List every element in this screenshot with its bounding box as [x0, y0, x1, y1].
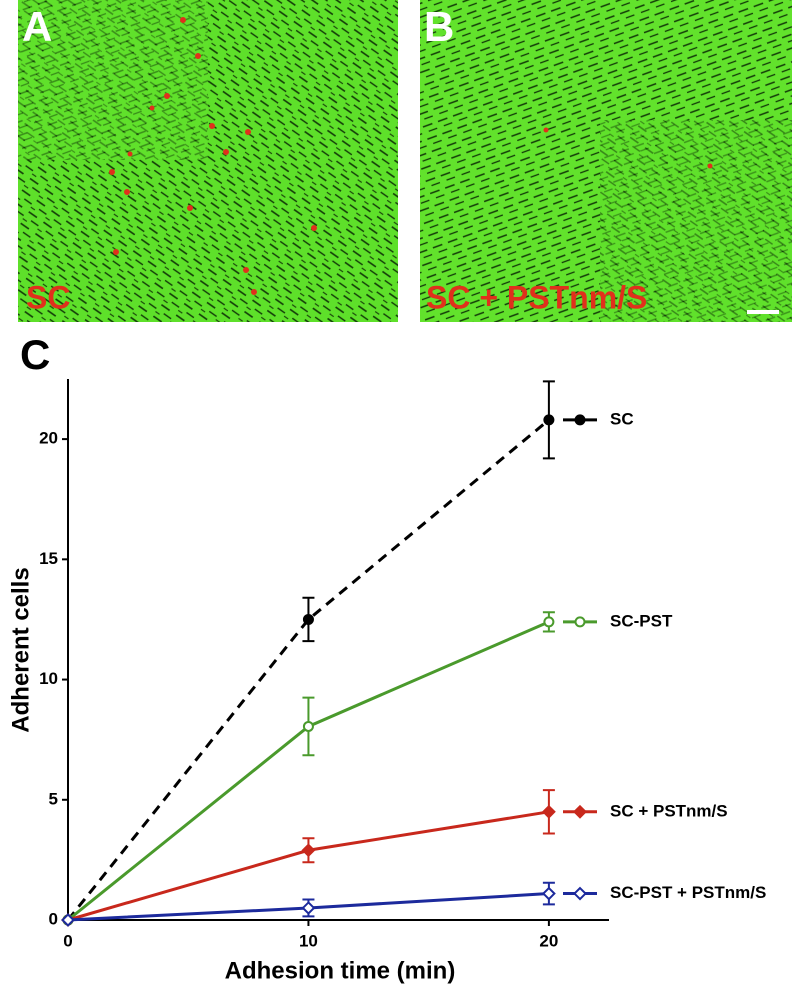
data-point — [543, 414, 555, 426]
legend-label: SC — [610, 409, 634, 428]
x-axis-title: Adhesion time (min) — [225, 957, 456, 984]
panel-letter: B — [424, 3, 454, 50]
y-tick-label: 10 — [39, 669, 58, 688]
y-tick-label: 0 — [49, 909, 58, 928]
legend-marker — [573, 804, 587, 819]
data-point — [541, 804, 556, 819]
data-point — [61, 913, 75, 927]
panel-caption: SC + PSTnm/S — [426, 279, 647, 315]
legend-label: SC + PSTnm/S — [610, 801, 728, 820]
data-point — [302, 720, 314, 732]
x-tick-label: 0 — [63, 931, 72, 950]
legend-label: SC-PST — [610, 611, 673, 630]
y-tick-label: 5 — [49, 789, 58, 808]
panel-letter: C — [20, 331, 50, 378]
y-tick-label: 15 — [39, 549, 58, 568]
plot: 0 5 10 15 20 0 10 20 SC SC-PST SC + PSTnm/S SC-PST … — [39, 379, 766, 950]
micrograph-b: B SC + PSTnm/S — [420, 0, 792, 322]
y-tick-label: 20 — [39, 429, 58, 448]
legend-label: SC-PST + PSTnm/S — [610, 883, 766, 902]
data-point — [541, 886, 556, 901]
legend-marker — [574, 414, 586, 426]
series-line — [66, 418, 550, 921]
x-tick-label: 20 — [539, 931, 558, 950]
x-tick-label: 10 — [299, 931, 318, 950]
data-point — [301, 843, 316, 858]
data-point — [543, 616, 555, 628]
panel-caption: SC — [26, 279, 70, 315]
legend-marker — [573, 886, 587, 901]
legend-marker — [574, 616, 586, 628]
panel-letter: A — [22, 3, 52, 50]
micrograph-a: A SC — [18, 0, 398, 322]
data-point — [302, 613, 314, 625]
y-axis-title: Adherent cells — [7, 567, 34, 732]
series-line — [67, 620, 550, 922]
data-point — [301, 901, 316, 915]
